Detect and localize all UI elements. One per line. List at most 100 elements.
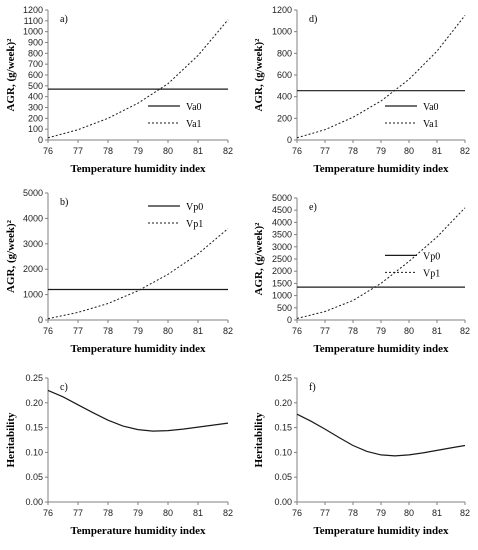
- x-tick-label: 82: [460, 146, 470, 156]
- x-tick-label: 79: [376, 146, 386, 156]
- panel-label: a): [60, 14, 68, 25]
- x-tick-label: 82: [223, 146, 233, 156]
- x-tick-label: 79: [133, 146, 143, 156]
- y-tick-label: 1200: [272, 5, 292, 15]
- y-tick-label: 0: [38, 315, 43, 325]
- x-tick-label: 78: [348, 508, 358, 518]
- y-axis-title: Heritability: [5, 412, 17, 467]
- y-tick-label: 0.05: [274, 472, 292, 482]
- y-tick-label: 3000: [272, 242, 292, 252]
- y-axis-title: Heritability: [253, 412, 265, 467]
- x-tick-label: 80: [404, 326, 414, 336]
- x-tick-label: 78: [348, 146, 358, 156]
- y-axis-title: AGR, (g/week)²: [5, 219, 17, 293]
- x-axis-title: Temperature humidity index: [313, 163, 449, 175]
- chart-panel: 0 200 400 600 800 1000 1200 76 77 78 79 80 81 82 Tempe…: [253, 5, 470, 175]
- y-tick-label: 800: [28, 48, 43, 58]
- y-tick-label: 0.20: [274, 398, 292, 408]
- panel-label: c): [60, 382, 68, 393]
- y-tick-label: 0.20: [25, 398, 43, 408]
- x-axis-title: Temperature humidity index: [313, 343, 449, 355]
- x-tick-label: 82: [460, 508, 470, 518]
- x-tick-label: 80: [163, 326, 173, 336]
- legend-label: Va0: [423, 102, 439, 113]
- x-tick-label: 77: [73, 146, 83, 156]
- y-tick-label: 0.25: [274, 373, 292, 383]
- x-tick-label: 82: [460, 326, 470, 336]
- y-tick-label: 4500: [272, 205, 292, 215]
- y-tick-label: 1000: [23, 27, 43, 37]
- y-axis-title: AGR, (g/week)²: [5, 38, 17, 112]
- y-tick-label: 2000: [23, 264, 43, 274]
- x-axis-title: Temperature humidity index: [313, 525, 449, 537]
- legend-label: Va1: [186, 119, 202, 130]
- x-tick-label: 80: [404, 146, 414, 156]
- y-tick-label: 0.05: [25, 472, 43, 482]
- y-tick-label: 1500: [272, 278, 292, 288]
- x-tick-label: 77: [320, 146, 330, 156]
- x-tick-label: 78: [103, 146, 113, 156]
- x-tick-label: 81: [432, 326, 442, 336]
- panel-label: f): [309, 382, 316, 393]
- y-tick-label: 100: [28, 124, 43, 134]
- chart-panel: 0 500 1000 1500 2000 2500 3000 3500 4000 4500 5000…: [253, 193, 470, 355]
- series-line: [47, 389, 229, 432]
- y-tick-label: 0.15: [274, 423, 292, 433]
- y-tick-label: 1100: [24, 16, 43, 26]
- panel-label: b): [60, 197, 68, 208]
- y-tick-label: 200: [277, 113, 292, 123]
- y-tick-label: 1000: [23, 290, 43, 300]
- y-tick-label: 3000: [23, 239, 43, 249]
- series-line-vp1: [47, 228, 229, 320]
- y-tick-label: 0: [38, 135, 43, 145]
- x-tick-label: 81: [432, 146, 442, 156]
- y-tick-label: 0.00: [274, 497, 292, 507]
- y-tick-label: 1000: [272, 291, 292, 301]
- y-tick-label: 2500: [272, 254, 292, 264]
- y-tick-label: 600: [277, 70, 292, 80]
- y-tick-label: 0.00: [25, 497, 43, 507]
- y-tick-label: 4000: [272, 217, 292, 227]
- y-tick-label: 0.10: [25, 447, 43, 457]
- series-line-va1: [296, 15, 466, 139]
- y-tick-label: 800: [277, 48, 292, 58]
- x-tick-label: 76: [43, 326, 53, 336]
- x-tick-label: 78: [103, 326, 113, 336]
- y-tick-label: 900: [28, 38, 43, 48]
- y-tick-label: 200: [28, 113, 43, 123]
- series-line: [296, 413, 466, 457]
- x-tick-label: 76: [292, 508, 302, 518]
- panel-label: e): [309, 202, 317, 213]
- x-tick-label: 77: [73, 326, 83, 336]
- x-tick-label: 77: [73, 508, 83, 518]
- x-tick-label: 79: [133, 326, 143, 336]
- x-tick-label: 79: [376, 326, 386, 336]
- x-tick-label: 79: [376, 508, 386, 518]
- x-tick-label: 80: [163, 508, 173, 518]
- y-tick-label: 0: [287, 135, 292, 145]
- y-tick-label: 500: [277, 303, 292, 313]
- series-line-vp1: [296, 207, 466, 319]
- y-tick-label: 5000: [23, 188, 43, 198]
- x-tick-label: 81: [193, 326, 203, 336]
- y-tick-label: 400: [277, 92, 292, 102]
- x-axis-title: Temperature humidity index: [70, 163, 206, 175]
- y-tick-label: 0.10: [274, 447, 292, 457]
- legend-label: Va0: [186, 102, 202, 113]
- panel-label: d): [309, 14, 317, 25]
- x-tick-label: 76: [43, 146, 53, 156]
- chart-panel: 0100200300400500600700800900100011001200…: [5, 5, 233, 175]
- y-tick-label: 0.15: [25, 423, 43, 433]
- y-axis-title: AGR, (g/week)²: [253, 38, 265, 112]
- x-tick-label: 81: [193, 146, 203, 156]
- chart-panel: 0.00 0.05 0.10 0.15 0.20 0.25 76 77 78 79 80 81 82 Te…: [5, 373, 233, 537]
- y-tick-label: 5000: [272, 193, 292, 203]
- x-tick-label: 78: [103, 508, 113, 518]
- y-tick-label: 4000: [23, 213, 43, 223]
- y-tick-label: 1200: [23, 5, 43, 15]
- y-tick-label: 0: [287, 315, 292, 325]
- x-tick-label: 76: [292, 146, 302, 156]
- y-tick-label: 3500: [272, 230, 292, 240]
- x-tick-label: 82: [223, 508, 233, 518]
- y-tick-label: 600: [28, 70, 43, 80]
